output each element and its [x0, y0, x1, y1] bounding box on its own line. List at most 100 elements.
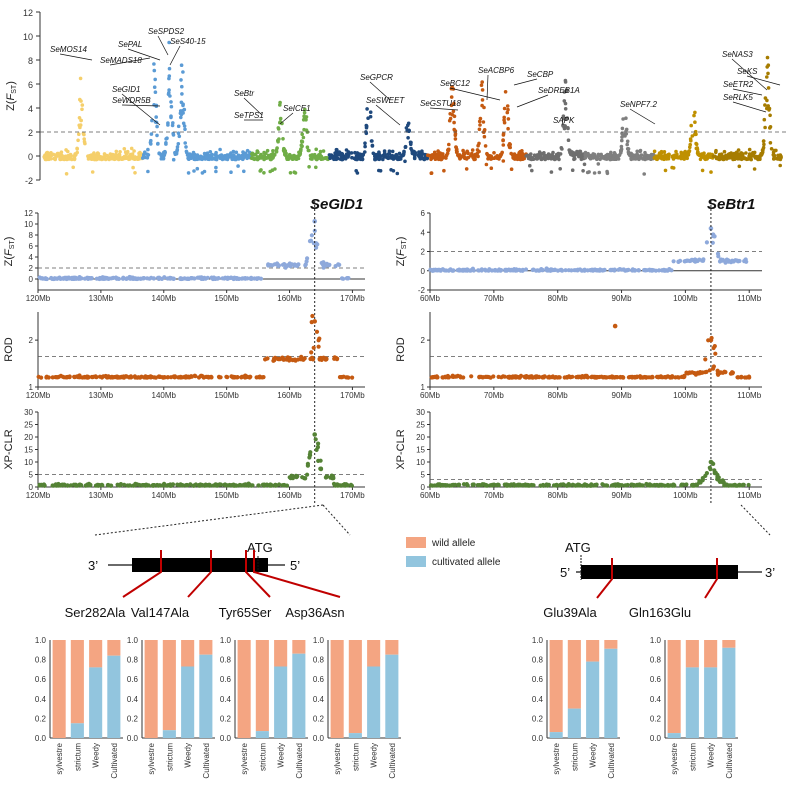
- scan-point: [756, 157, 760, 161]
- zoom-point: [113, 275, 118, 280]
- scan-gene-label: SeGSTU18: [420, 99, 461, 108]
- zoom-point: [476, 268, 481, 273]
- zoom-x-tick-label: 70Mb: [484, 391, 505, 400]
- btr1-exon: [581, 565, 738, 579]
- zoom-point: [204, 483, 210, 488]
- zoom-point: [488, 483, 493, 488]
- scan-point: [766, 63, 771, 67]
- zoom-point: [589, 374, 595, 379]
- scan-point: [454, 145, 458, 149]
- zoom-point: [746, 482, 751, 488]
- scan-point: [378, 169, 383, 173]
- x-tick-value: 110: [737, 491, 750, 500]
- scan-point: [153, 77, 157, 82]
- zoom-y-tick-label: 30: [24, 408, 33, 417]
- scan-point: [133, 171, 137, 175]
- x-tick-unit: Mb: [750, 294, 762, 303]
- zoom-point: [712, 344, 717, 349]
- scan-point: [592, 171, 597, 175]
- zoom-point: [217, 375, 222, 380]
- scan-point: [564, 88, 569, 93]
- zoom-x-tick-label: 90Mb: [612, 391, 633, 400]
- zoom-point: [148, 375, 153, 380]
- scan-point: [586, 151, 590, 156]
- zoom-point: [676, 259, 681, 264]
- zoom-point: [461, 268, 466, 273]
- zoom-point: [277, 482, 282, 487]
- scan-point: [714, 150, 718, 154]
- scan-point: [624, 129, 628, 133]
- x-tick-unit: Mb: [291, 294, 303, 303]
- scan-point: [156, 141, 160, 146]
- scan-point: [765, 55, 770, 60]
- scan-point: [426, 153, 430, 157]
- zoom-x-tick-label: 130Mb: [89, 491, 114, 500]
- zoom-point: [158, 374, 163, 379]
- scan-point: [300, 139, 305, 144]
- bar-cultivated-strictum: [685, 667, 699, 738]
- scan-point: [652, 149, 657, 154]
- scan-point: [68, 156, 73, 161]
- zoom-point: [100, 374, 105, 379]
- scan-point: [763, 125, 767, 130]
- zoom-y-tick-label: 0: [29, 483, 34, 492]
- scan-point: [314, 165, 318, 170]
- scan-point: [298, 148, 303, 153]
- zoom-point: [43, 276, 48, 281]
- scan-point: [373, 157, 377, 162]
- zoom-point: [220, 276, 225, 281]
- zoom-y-tick-label: 8: [29, 231, 34, 240]
- zoom-point: [636, 268, 641, 273]
- zoom-point: [638, 375, 643, 380]
- x-tick-value: 170: [340, 294, 354, 303]
- zoom-point: [206, 374, 211, 379]
- scan-point: [150, 118, 154, 123]
- zoom-point: [483, 268, 488, 273]
- scan-point: [477, 119, 482, 124]
- scan-point: [638, 148, 643, 153]
- zoom-point: [640, 483, 645, 488]
- x-tick-unit: Mb: [354, 294, 366, 303]
- scan-gene-label: SeKS: [737, 67, 758, 76]
- scan-point: [608, 152, 612, 157]
- zoom-y-tick-label: 20: [24, 433, 33, 442]
- scan-point: [242, 169, 246, 174]
- scan-point: [721, 157, 726, 162]
- scan-point: [277, 137, 281, 141]
- zoom-point: [659, 375, 664, 380]
- scan-point: [567, 148, 571, 152]
- zoom-point: [327, 262, 332, 267]
- scan-point: [684, 152, 689, 157]
- scan-point: [361, 152, 366, 157]
- bar-y-tick-label: 0.0: [313, 734, 325, 743]
- bar-wild-sylvestre: [237, 640, 251, 738]
- scan-point: [556, 151, 561, 156]
- zoom-point: [116, 483, 121, 488]
- bar-y-tick-label: 0.0: [220, 734, 232, 743]
- zoom-point: [87, 276, 92, 281]
- scan-point: [693, 120, 697, 124]
- x-tick-unit: Mb: [39, 294, 51, 303]
- scan-point: [59, 150, 64, 154]
- zoom-point: [712, 234, 717, 239]
- zoom-point: [676, 375, 682, 380]
- zoom-point: [249, 483, 254, 488]
- zoom-point: [281, 356, 286, 361]
- zoom-point: [243, 375, 249, 380]
- mutation-pointer: [596, 558, 613, 599]
- scan-point: [506, 107, 510, 112]
- mutation-pointer: [704, 558, 718, 599]
- zoom-point: [662, 268, 667, 273]
- allele-frequency-panels: Ser282Ala 0.0 0.2 0.4 0.6 0.8 1.0 sylvestre stri…: [35, 605, 738, 779]
- scan-point: [475, 148, 480, 152]
- scan-point: [265, 148, 270, 153]
- zoom-point: [324, 357, 329, 362]
- bar-category-label: Weedy: [92, 743, 101, 768]
- scan-point: [694, 141, 698, 146]
- scan-point: [132, 149, 136, 153]
- scan-point: [619, 149, 623, 154]
- zoom-point: [471, 268, 476, 273]
- scan-point: [542, 156, 547, 161]
- x-tick-value: 100: [673, 491, 687, 500]
